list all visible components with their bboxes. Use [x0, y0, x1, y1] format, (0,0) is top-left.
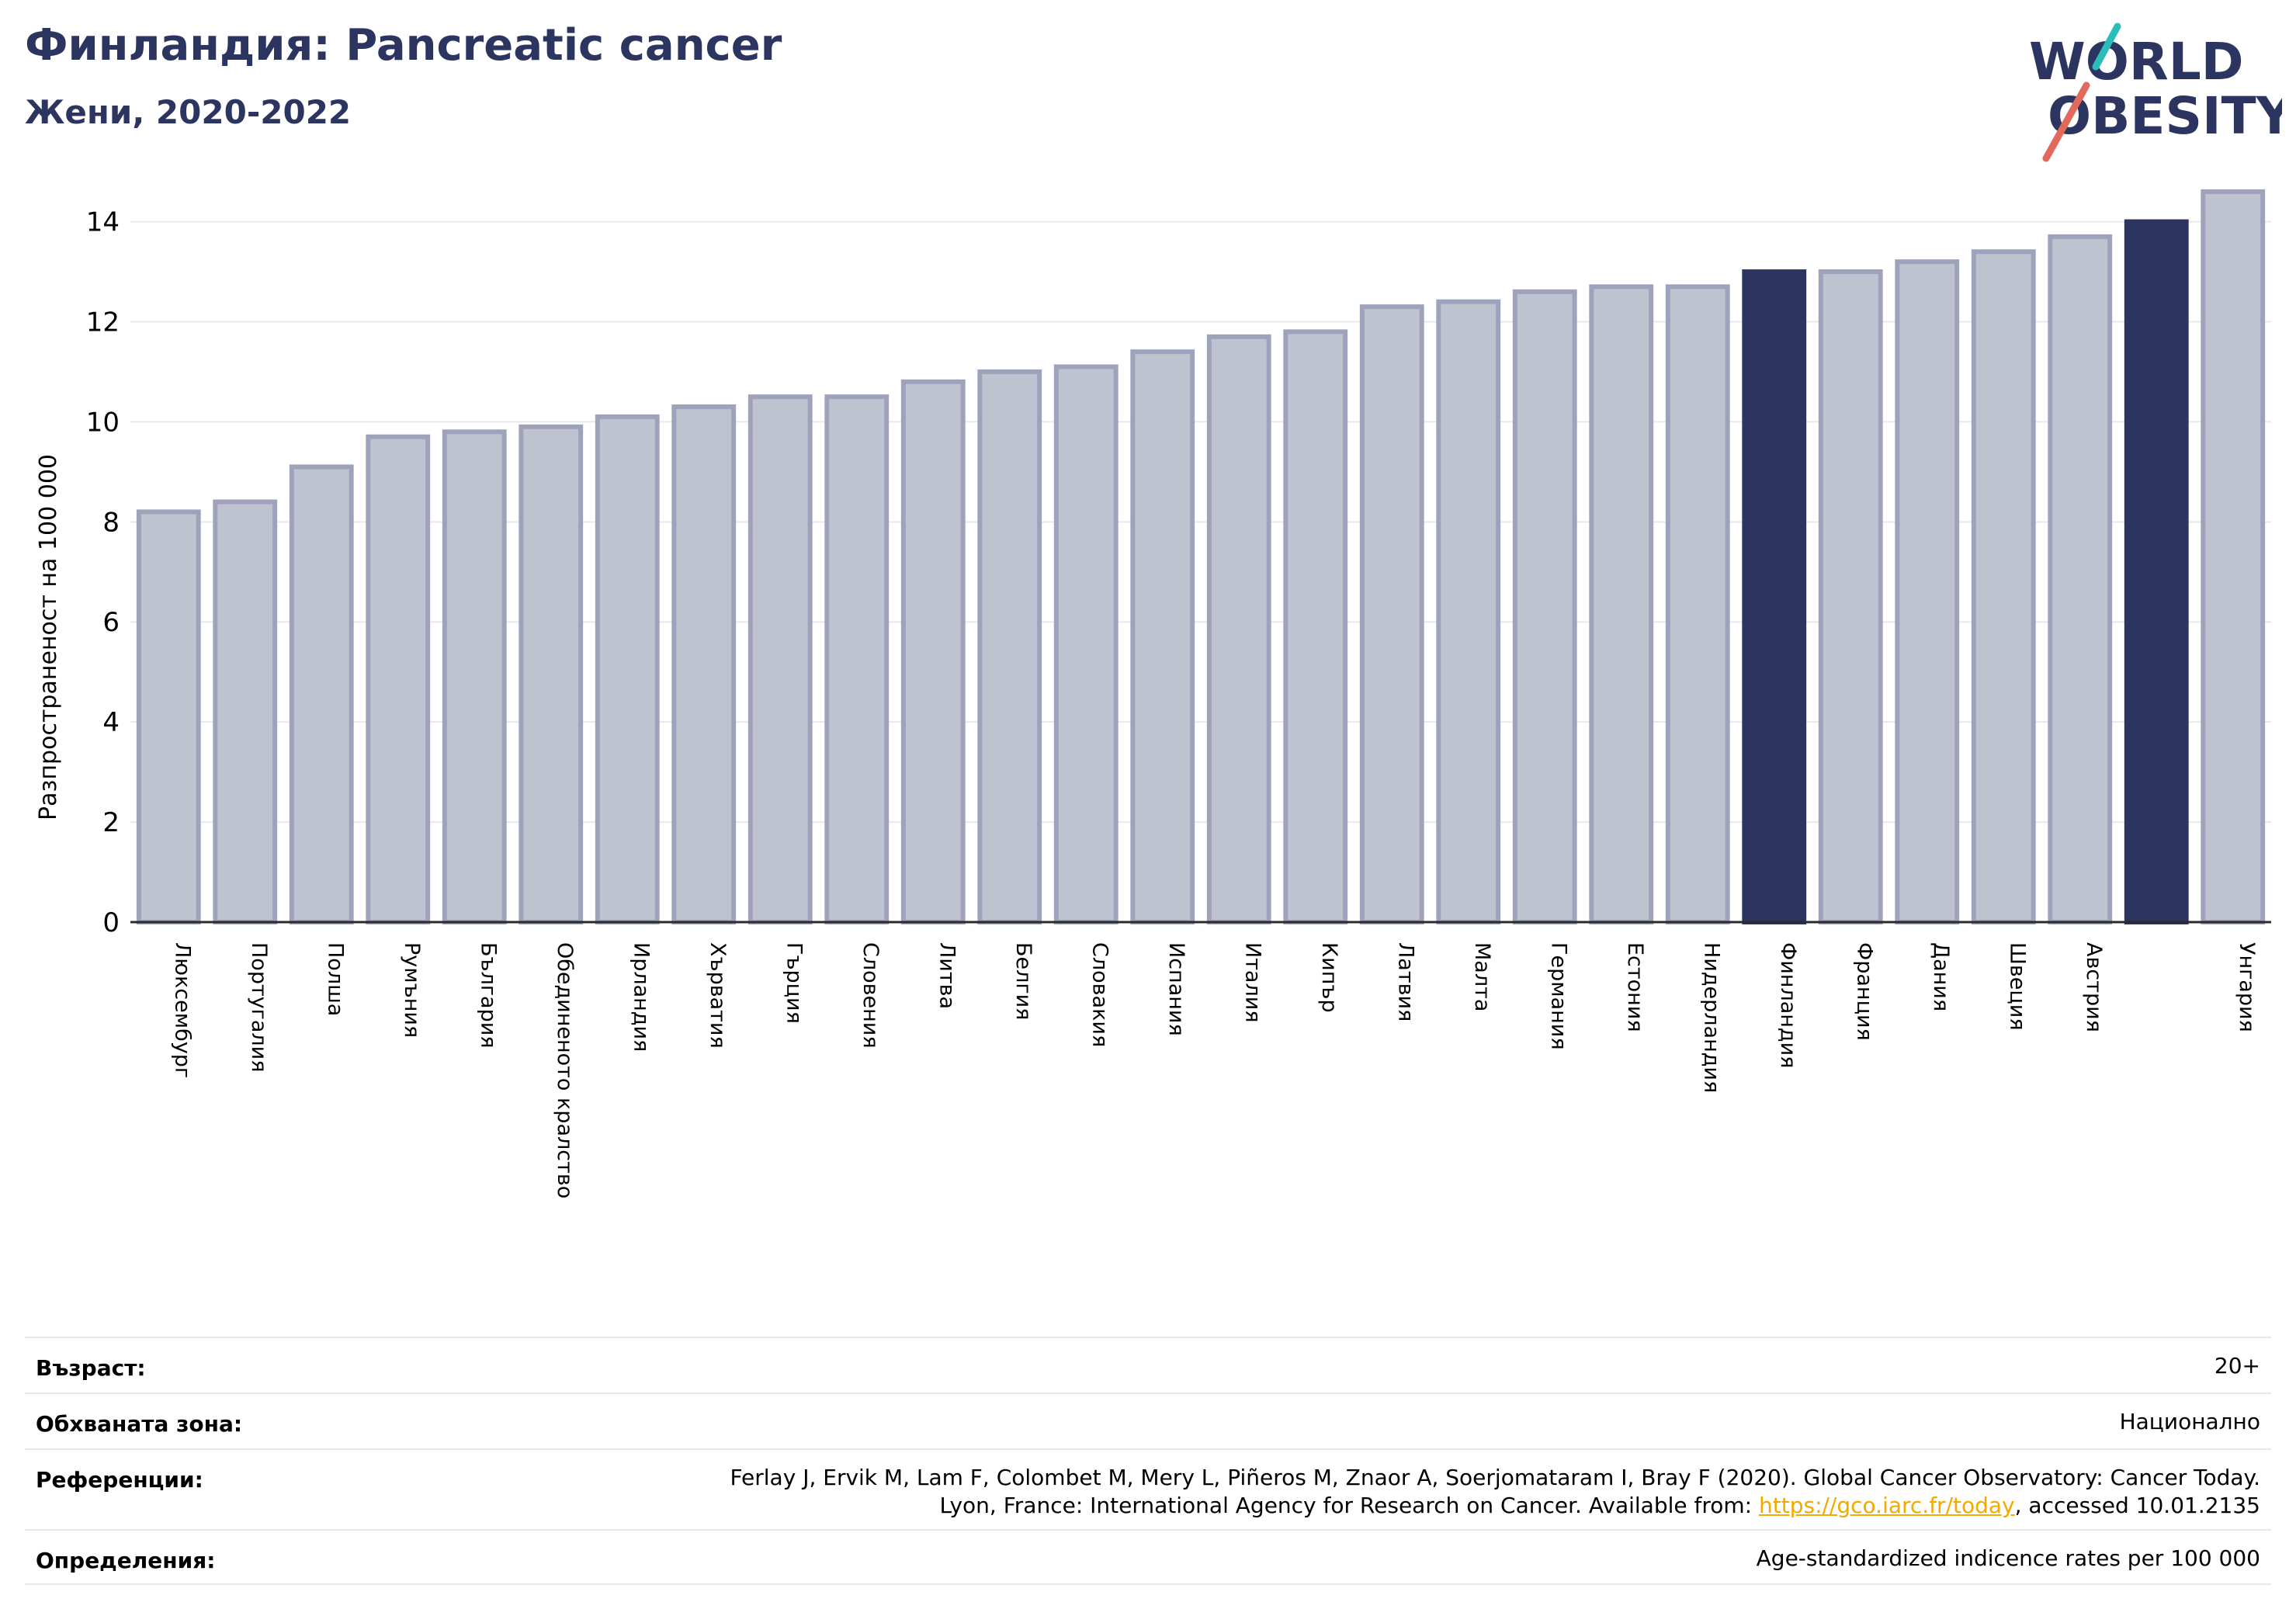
references-value: Ferlay J, Ervik M, Lam F, Colombet M, Me…	[730, 1450, 2260, 1520]
logo-word-obesity: OBESITY	[2048, 86, 2282, 146]
metadata-table: Възраст: 20+ Обхваната зона: Национално …	[25, 1337, 2271, 1585]
meta-row-definitions: Определения: Age-standardized indicence …	[25, 1529, 2271, 1585]
bar-chart: 0 2 4 6 8 10 12 14 Люксембург Португалия Полша Рум…	[35, 189, 2271, 1198]
x-tick-label: България	[476, 942, 500, 1049]
y-axis-label: Разпространеност на 100 000	[35, 454, 62, 820]
x-tick-label: Словения	[858, 942, 883, 1049]
x-tick-label: Хърватия	[706, 942, 730, 1049]
area-label: Обхваната зона:	[36, 1411, 243, 1437]
y-tick-label: 14	[86, 207, 120, 238]
bar-7	[595, 414, 660, 924]
x-tick-label: Словакия	[1087, 942, 1112, 1047]
bar-11	[900, 379, 966, 924]
area-value: Национално	[2119, 1409, 2260, 1434]
x-tick-label: Люксембург	[170, 942, 194, 1078]
x-tick-label: Латвия	[1393, 942, 1417, 1021]
bar-9	[747, 394, 813, 925]
y-tick-label: 12	[86, 307, 120, 338]
x-tick-label: Малта	[1470, 942, 1494, 1011]
bar-2	[213, 499, 278, 924]
x-tick-label: Гърция	[782, 942, 806, 1024]
references-line-2-prefix: Lyon, France: International Agency for R…	[939, 1493, 1759, 1518]
x-tick-label: Литва	[935, 942, 959, 1009]
x-tick-label: Полша	[323, 942, 347, 1016]
bar-23	[1818, 269, 1883, 924]
age-value: 20+	[2214, 1353, 2260, 1379]
meta-row-references: Референции: Ferlay J, Ervik M, Lam F, Co…	[25, 1448, 2271, 1529]
bar-19	[1512, 289, 1577, 925]
bar-1	[136, 509, 201, 924]
bar-3	[289, 464, 354, 924]
x-tick-label: Унгария	[2235, 942, 2259, 1032]
page-subtitle: Жени, 2020-2022	[25, 93, 352, 131]
bar-16	[1283, 329, 1348, 925]
y-tick-label: 10	[86, 407, 120, 438]
references-line-2-suffix: , accessed 10.01.2135	[2014, 1493, 2260, 1518]
x-tick-label: Нидерландия	[1699, 942, 1723, 1093]
bar-13	[1053, 364, 1119, 924]
x-tick-label: Испания	[1164, 942, 1188, 1036]
y-tick-label: 0	[102, 907, 120, 938]
logo-slash-teal	[2092, 23, 2121, 71]
x-tick-label: Италия	[1240, 942, 1264, 1023]
bar-12	[977, 369, 1042, 925]
references-line-1: Ferlay J, Ervik M, Lam F, Colombet M, Me…	[730, 1465, 2260, 1490]
y-tick-label: 6	[102, 607, 120, 638]
x-tick-label: Франция	[1852, 942, 1876, 1041]
x-tick-label: Германия	[1546, 942, 1570, 1050]
x-tick-label: Ирландия	[629, 942, 653, 1052]
bar-22	[1742, 269, 1807, 924]
bar-4	[366, 434, 431, 924]
bar-24	[1895, 259, 1960, 924]
x-tick-label: Кипър	[1317, 942, 1341, 1013]
x-tick-label: Белгия	[1011, 942, 1035, 1020]
x-tick-label: Естония	[1623, 942, 1647, 1032]
bar-20	[1589, 284, 1654, 924]
x-tick-label: Финландия	[1776, 942, 1800, 1068]
bar-26	[2048, 234, 2113, 924]
logo-word-world: WORLD	[2029, 32, 2244, 92]
x-tick-label: Дания	[1929, 942, 1953, 1011]
bars	[136, 189, 2266, 925]
bar-18	[1436, 299, 1501, 924]
definitions-value: Age-standardized indicence rates per 100…	[1756, 1545, 2260, 1571]
bar-6	[519, 424, 584, 924]
meta-row-age: Възраст: 20+	[25, 1337, 2271, 1392]
x-tick-label: Австрия	[2082, 942, 2106, 1032]
x-tick-label: Румъния	[400, 942, 424, 1038]
age-label: Възраст:	[36, 1355, 146, 1381]
bar-10	[824, 394, 890, 925]
bar-17	[1359, 304, 1424, 925]
y-tick-label: 2	[102, 807, 120, 838]
references-label: Референции:	[36, 1467, 203, 1493]
x-axis-labels: Люксембург Португалия Полша Румъния България…	[170, 942, 2259, 1198]
bar-8	[671, 404, 737, 924]
y-tick-label: 4	[102, 707, 120, 738]
bar-21	[1665, 284, 1730, 924]
references-link[interactable]: https://gco.iarc.fr/today	[1759, 1493, 2015, 1518]
bar-27	[2124, 219, 2189, 924]
x-tick-label: Португалия	[247, 942, 271, 1072]
bar-14	[1130, 349, 1195, 924]
y-axis-ticks: 0 2 4 6 8 10 12 14	[86, 207, 120, 938]
meta-row-area: Обхваната зона: Национално	[25, 1392, 2271, 1448]
y-tick-label: 8	[102, 507, 120, 538]
x-tick-label: Обединеното кралство	[553, 942, 577, 1198]
world-obesity-logo: WORLD OBESITY	[2029, 23, 2282, 162]
definitions-label: Определения:	[36, 1548, 216, 1573]
x-tick-label: Швеция	[2005, 942, 2029, 1031]
bar-28	[2201, 189, 2266, 924]
bar-15	[1206, 334, 1271, 924]
bar-5	[442, 429, 507, 924]
page-title: Финландия: Pancreatic cancer	[25, 20, 782, 71]
bar-25	[1971, 249, 2036, 925]
logo-slash-red	[2042, 81, 2090, 162]
